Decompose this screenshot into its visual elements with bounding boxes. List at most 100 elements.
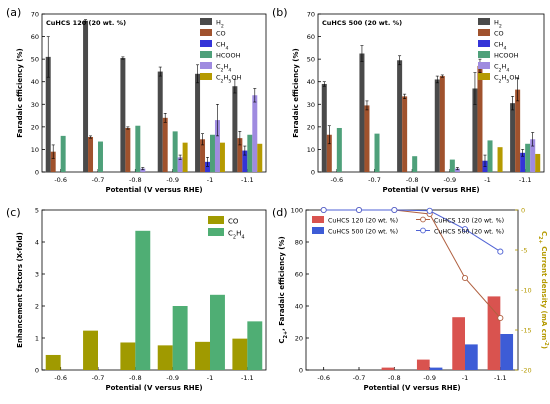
panel-a-legend-swatch: [200, 73, 212, 80]
panel-c-bar: [210, 294, 225, 370]
panel-b-legend-swatch: [478, 18, 490, 25]
panel-b-bar: [454, 168, 460, 172]
panel-a-ytick-label: 60: [31, 33, 39, 41]
panel-c-ytick-label: 1: [35, 335, 39, 343]
panel-d-xtick-label: -1.1: [494, 374, 507, 382]
panel-a-legend-swatch: [200, 40, 212, 47]
panel-a-bar: [219, 142, 225, 172]
panel-a-xlabel: Potential (V versus RHE): [105, 186, 202, 194]
panel-b-xtick-label: -0.7: [368, 176, 381, 184]
panel-d-right-axis: 0 -5 -10 -15 -20: [515, 207, 532, 375]
panel-d-line-marker: [461, 274, 469, 282]
panel-d-ytick-label: 20: [295, 335, 303, 343]
panel-d-ytick-label: 60: [295, 271, 303, 279]
panel-d-y2tick-label: 0: [521, 207, 525, 215]
panel-c-legend: CO C2H4: [208, 216, 245, 241]
panel-b-letter: (b): [272, 6, 288, 19]
panel-c-bar: [135, 230, 151, 370]
panel-a-bar: [98, 141, 103, 172]
panel-a-bar: [177, 157, 183, 172]
panel-d-xtick-label: -0.7: [353, 374, 366, 382]
panel-a-legend-label: HCOOH: [216, 52, 241, 60]
panel-c-axes: 0 1 2 3 4 5 -0.6 -0.7 -0.8 -0.9 -1 -1.1: [35, 207, 267, 382]
panel-a-xtick-label: -1: [207, 176, 213, 184]
panel-d-bar: [429, 367, 443, 370]
panel-d-line-marker: [497, 314, 504, 322]
panel-a-bar: [242, 150, 248, 172]
panel-b-bar: [359, 53, 365, 172]
panel-b-ytick-label: 60: [307, 33, 315, 41]
panel-a-legend-label: H2: [216, 19, 224, 30]
panel-c-ytick-label: 3: [35, 271, 39, 279]
panel-a-xtick-label: -0.6: [54, 176, 67, 184]
panel-c-bar: [157, 345, 173, 370]
panel-a-bar: [83, 20, 89, 173]
panel-a-legend-swatch: [200, 18, 212, 25]
panel-b-bar: [364, 105, 370, 172]
panel-c-bar: [247, 321, 263, 370]
panel-b-xtick-label: -0.9: [443, 176, 456, 184]
panel-d-line-marker: [426, 207, 433, 214]
panel-c-bar: [172, 306, 188, 370]
panel-d-legend-line-label: CuHCS 500 (20 wt. %): [434, 229, 504, 236]
panel-a-legend-label: CH4: [216, 41, 228, 52]
panel-b-legend-swatch: [478, 73, 490, 80]
panel-a-bar: [257, 143, 263, 172]
panel-a-legend-label: CO: [216, 30, 226, 38]
panel-c-ylabel: Enhancement factors (X-fold): [16, 232, 24, 348]
panel-c-xtick-label: -0.9: [166, 374, 179, 382]
panel-a-bar: [88, 137, 94, 172]
panel-d-xtick-label: -1: [462, 374, 468, 382]
panel-a-title: CuHCS 120 (20 wt. %): [46, 19, 126, 27]
panel-b-bar: [510, 103, 516, 172]
panel-a-bar: [252, 95, 258, 172]
panel-b-legend-swatch: [478, 29, 490, 36]
panel-b-bar: [326, 134, 332, 172]
panel-a-bar: [45, 56, 51, 173]
panel-b-legend-label: CH4: [494, 41, 506, 52]
panel-b-xtick-label: -1.1: [519, 176, 532, 184]
panel-d-legend-line-marker: [420, 227, 426, 234]
panel-b-title: CuHCS 500 (20 wt. %): [322, 19, 402, 27]
panel-b-bar: [525, 143, 531, 172]
panel-d-xtick-label: -0.9: [423, 374, 436, 382]
panel-c-ytick-label: 2: [35, 303, 39, 311]
panel-a-xtick-label: -0.8: [129, 176, 142, 184]
panel-b-ytick-label: 30: [307, 101, 315, 109]
panel-b-xtick-label: -0.6: [330, 176, 343, 184]
panel-b-bar: [520, 152, 526, 172]
panel-d-y2tick-label: -20: [521, 367, 532, 375]
panel-c-bar: [232, 338, 248, 370]
panel-b-bar: [477, 65, 483, 172]
panel-b-legend-label: C2H5OH: [494, 74, 519, 85]
panel-c-bar: [45, 354, 61, 370]
panel-a-bar: [247, 134, 253, 172]
panel-b-bar: [439, 76, 445, 172]
panel-a-bar: [214, 120, 220, 172]
panel-b-ytick-label: 20: [307, 123, 315, 131]
panel-b-bar: [515, 89, 521, 172]
panel-b-legend-label: C2H4: [494, 63, 509, 74]
panel-b-bar: [397, 60, 403, 173]
panel-d-bar: [487, 296, 501, 370]
panel-a-letter: (a): [6, 6, 21, 19]
panel-d-legend-line-label: CuHCS 120 (20 wt. %): [434, 218, 504, 225]
panel-d-y2label: C2+ Current density (mA cm-2): [537, 231, 549, 349]
panel-b-ytick-label: 50: [307, 56, 315, 64]
panel-a-bar: [232, 86, 238, 172]
panel-b-xtick-label: -0.8: [406, 176, 419, 184]
panel-c-xtick-label: -0.6: [54, 374, 67, 382]
panel-c-bar: [83, 330, 98, 370]
panel-c-bar: [195, 341, 210, 370]
panel-a-bar: [210, 134, 215, 172]
panel-d-y2tick-label: -15: [521, 327, 532, 335]
panel-d-legend-line-marker: [420, 216, 426, 223]
panel-b-legend-label: HCOOH: [494, 52, 519, 60]
panel-c-xtick-label: -0.7: [92, 374, 105, 382]
panel-d-legend-bar-label: CuHCS 120 (20 wt. %): [328, 218, 398, 225]
panel-b-legend-swatch: [478, 40, 490, 47]
panel-a-bar: [140, 168, 146, 172]
panel-b-legend-swatch: [478, 51, 490, 58]
